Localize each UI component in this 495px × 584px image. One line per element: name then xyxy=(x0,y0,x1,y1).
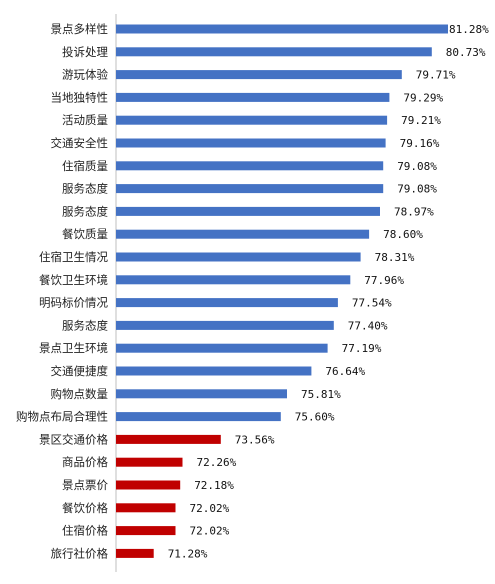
category-label: 餐饮卫生环境 xyxy=(39,273,108,287)
bar xyxy=(116,206,380,216)
bar xyxy=(116,480,181,490)
bar xyxy=(116,184,384,194)
value-label: 79.29% xyxy=(403,91,443,104)
bar xyxy=(116,548,154,558)
bar xyxy=(116,275,351,285)
value-label: 73.56% xyxy=(235,433,275,446)
bar xyxy=(116,389,287,399)
value-label: 72.02% xyxy=(190,502,230,515)
bar xyxy=(116,229,370,239)
bar xyxy=(116,115,388,125)
value-label: 80.73% xyxy=(446,46,486,59)
value-label: 77.40% xyxy=(348,319,388,332)
category-label: 餐饮价格 xyxy=(62,501,108,515)
category-label: 餐饮质量 xyxy=(62,227,108,241)
category-label: 景点卫生环境 xyxy=(39,341,108,355)
value-label: 79.71% xyxy=(416,69,456,82)
bar xyxy=(116,47,432,57)
category-label: 住宿卫生情况 xyxy=(39,250,108,264)
bar xyxy=(116,366,312,376)
bar xyxy=(116,503,176,513)
bar xyxy=(116,434,221,444)
category-label: 购物点数量 xyxy=(51,387,109,401)
category-label: 活动质量 xyxy=(62,113,108,127)
bar xyxy=(116,70,402,80)
category-label: 投诉处理 xyxy=(62,45,108,59)
bar xyxy=(116,298,338,308)
value-label: 72.18% xyxy=(194,479,234,492)
category-label: 住宿价格 xyxy=(62,524,108,538)
value-label: 77.54% xyxy=(352,297,392,310)
bar xyxy=(116,92,390,102)
category-label: 住宿质量 xyxy=(62,159,108,173)
bar xyxy=(116,252,361,262)
category-label: 交通安全性 xyxy=(51,136,109,150)
category-label: 服务态度 xyxy=(62,204,108,218)
category-label: 服务态度 xyxy=(62,182,108,196)
value-label: 72.02% xyxy=(190,525,230,538)
category-label: 商品价格 xyxy=(62,455,108,469)
value-label: 77.96% xyxy=(364,274,404,287)
category-label: 景区交通价格 xyxy=(39,432,108,446)
value-label: 79.08% xyxy=(397,183,437,196)
value-label: 72.26% xyxy=(197,456,237,469)
category-label: 游玩体验 xyxy=(62,68,108,82)
category-label: 购物点布局合理性 xyxy=(16,410,108,424)
bar xyxy=(116,343,328,353)
value-label: 78.60% xyxy=(383,228,423,241)
bar xyxy=(116,526,176,536)
category-label: 服务态度 xyxy=(62,318,108,332)
value-label: 81.28% xyxy=(449,23,489,36)
bar xyxy=(116,412,281,422)
category-label: 明码标价情况 xyxy=(39,296,108,310)
category-label: 旅行社价格 xyxy=(51,546,109,560)
bar xyxy=(116,24,448,34)
bar xyxy=(116,161,384,171)
value-label: 79.21% xyxy=(401,114,441,127)
value-label: 77.19% xyxy=(342,342,382,355)
value-label: 78.31% xyxy=(375,251,415,264)
bar xyxy=(116,320,334,330)
value-label: 79.16% xyxy=(400,137,440,150)
category-label: 交通便捷度 xyxy=(51,364,109,378)
bar xyxy=(116,138,386,148)
category-label: 景点多样性 xyxy=(51,22,109,36)
category-label: 当地独特性 xyxy=(51,90,109,104)
value-label: 75.81% xyxy=(301,388,341,401)
value-label: 71.28% xyxy=(168,547,208,560)
category-label: 景点票价 xyxy=(62,478,108,492)
bar xyxy=(116,457,183,467)
value-label: 79.08% xyxy=(397,160,437,173)
value-label: 76.64% xyxy=(325,365,365,378)
value-label: 78.97% xyxy=(394,205,434,218)
value-label: 75.60% xyxy=(295,411,335,424)
